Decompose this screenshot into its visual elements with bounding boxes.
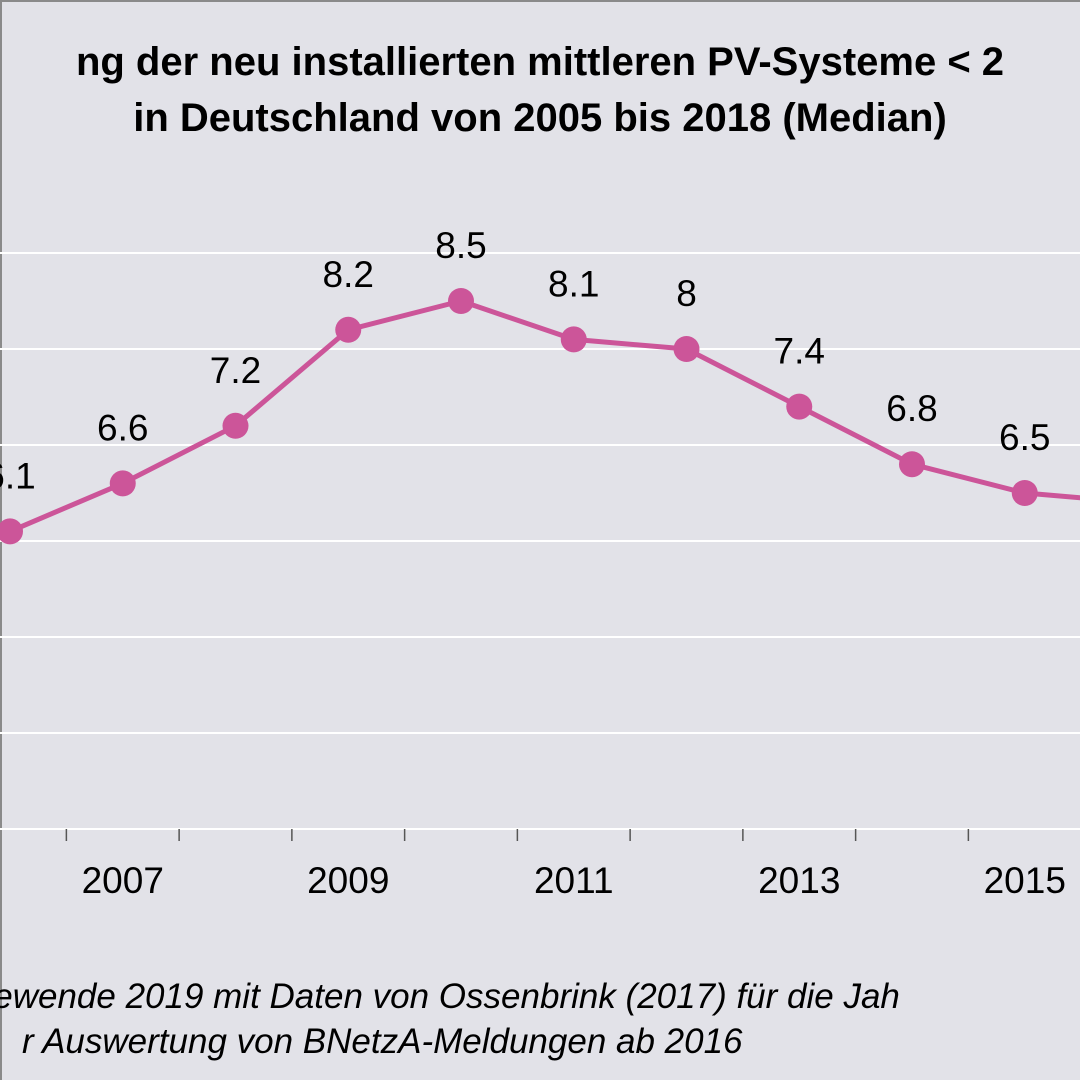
chart-title-line2: in Deutschland von 2005 bis 2018 (Median… <box>133 96 947 140</box>
data-point <box>1011 480 1038 506</box>
data-point <box>0 518 23 545</box>
data-label: 6.8 <box>886 388 937 429</box>
x-tick-label: 2011 <box>534 860 614 901</box>
data-point <box>222 412 249 439</box>
data-point <box>560 326 587 353</box>
data-label: 7.2 <box>210 350 261 391</box>
data-label: 8.1 <box>548 263 599 304</box>
x-tick-label: 2015 <box>984 860 1066 901</box>
data-point <box>673 336 700 362</box>
data-label: 7.4 <box>774 331 825 372</box>
data-label: 6.6 <box>97 407 148 448</box>
data-point <box>786 393 813 420</box>
chart-title-line1: ng der neu installierten mittleren PV-Sy… <box>75 40 1005 84</box>
x-tick-label: 2007 <box>82 860 164 901</box>
data-label: 6.1 <box>0 455 36 496</box>
x-tick-label: 2009 <box>307 860 389 901</box>
x-tick-label: 2013 <box>758 860 840 901</box>
data-point <box>899 451 925 478</box>
data-label: 8.5 <box>435 225 486 266</box>
data-label: 8.2 <box>323 254 374 295</box>
data-label: 8 <box>676 273 697 314</box>
data-point <box>448 288 474 314</box>
source-note-line2: r Auswertung von BNetzA-Meldungen ab 201… <box>22 1022 743 1061</box>
data-point <box>109 470 136 497</box>
data-point <box>335 316 362 343</box>
source-note-line1: giewende 2019 mit Daten von Ossenbrink (… <box>0 977 900 1016</box>
data-label: 6.5 <box>999 417 1050 458</box>
